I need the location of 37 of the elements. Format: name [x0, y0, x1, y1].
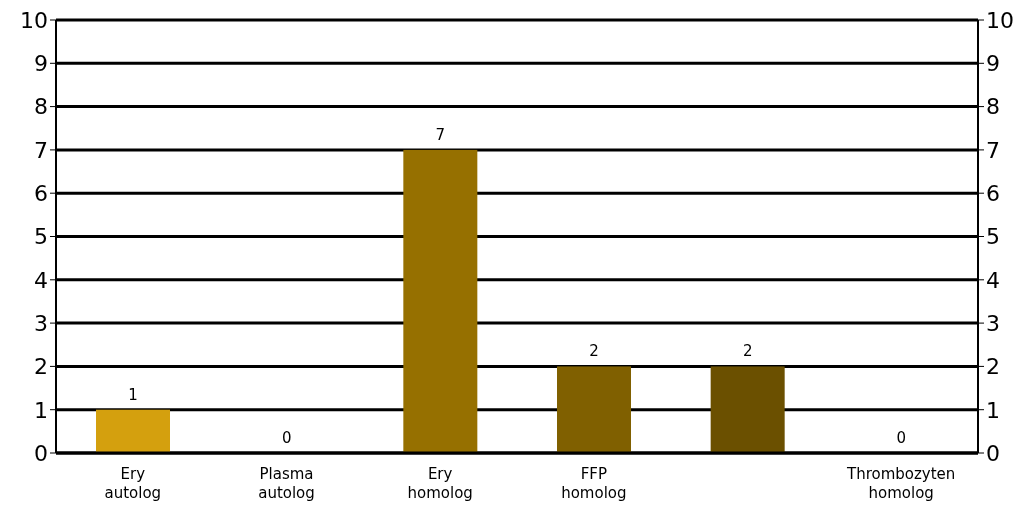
x-tick-label: Thrombozyten homolog: [845, 465, 956, 502]
y2-tick-label: 0: [986, 440, 1000, 466]
data-label: 0: [896, 429, 907, 447]
y2-tick-label: 1: [986, 397, 1000, 423]
y-tick-label: 3: [34, 310, 48, 336]
y-tick-label: 5: [34, 224, 48, 250]
y2-tick-label: 7: [986, 137, 1000, 163]
y-tick-label: 9: [34, 51, 48, 77]
bar: [710, 366, 785, 453]
bar: [96, 409, 170, 453]
y2-tick-label: 8: [986, 94, 1000, 120]
x-tick-label: Ery homolog: [407, 465, 473, 502]
x-tick-label: Plasma autolog: [258, 465, 315, 502]
data-label: 7: [435, 125, 446, 144]
y-tick-label: 1: [34, 397, 48, 423]
data-label: 1: [128, 385, 138, 404]
y-tick-label: 8: [34, 94, 48, 120]
data-label: 2: [742, 342, 753, 361]
data-label: 0: [281, 429, 292, 447]
bar: [557, 366, 631, 453]
y2-tick-label: 2: [986, 354, 1000, 380]
bar: [403, 149, 478, 453]
data-label: 2: [589, 342, 599, 361]
y2-tick-label: 5: [986, 224, 1000, 250]
y-tick-label: 7: [34, 137, 48, 163]
y2-tick-label: 4: [986, 267, 1000, 293]
y2-tick-label: 9: [986, 51, 1000, 77]
y-tick-label: 10: [20, 7, 48, 33]
y2-tick-label: 10: [986, 7, 1014, 33]
y-tick-label: 4: [34, 267, 48, 293]
y-tick-label: 0: [34, 440, 48, 466]
x-tick-label: Ery autolog: [104, 465, 162, 502]
y-tick-label: 2: [34, 354, 48, 380]
y2-tick-label: 3: [986, 310, 1000, 336]
y2-tick-label: 6: [986, 181, 1000, 207]
x-tick-label: FFP homolog: [561, 465, 627, 502]
y-tick-label: 6: [34, 181, 48, 207]
